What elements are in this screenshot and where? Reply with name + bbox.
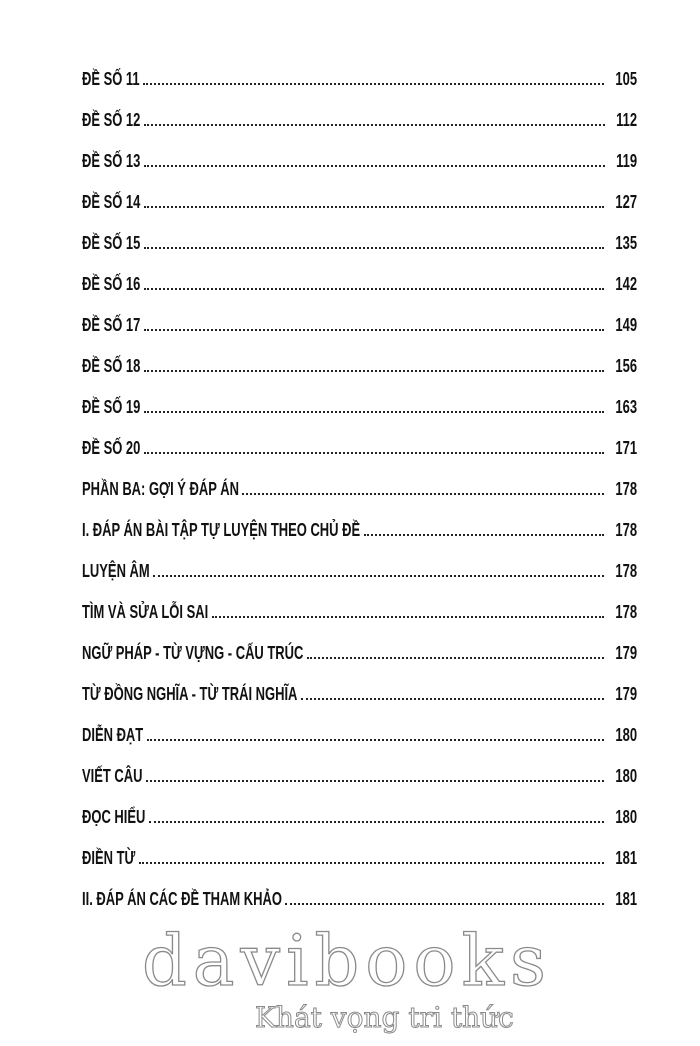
watermark-slogan: Khát vọng tri thức (255, 1001, 515, 1034)
toc-entry: I. ĐÁP ÁN BÀI TẬP TỰ LUYỆN THEO CHỦ ĐỀ 17… (82, 509, 637, 550)
dot-leader (144, 247, 604, 249)
toc-entry-page: 178 (615, 602, 637, 622)
toc-entry-title: II. ĐÁP ÁN CÁC ĐỀ THAM KHẢO (82, 889, 282, 909)
toc-entry: ĐỀ SỐ 19 163 (82, 386, 637, 427)
dot-leader (149, 821, 604, 823)
dot-leader (153, 575, 604, 577)
dot-leader (307, 657, 604, 659)
dot-leader (144, 206, 604, 208)
toc-entry-page: 178 (615, 520, 637, 540)
toc-entry-page: 171 (615, 438, 637, 458)
toc-entry-title: ĐỀ SỐ 17 (82, 315, 141, 335)
dot-leader (212, 616, 604, 618)
toc-entry-title: I. ĐÁP ÁN BÀI TẬP TỰ LUYỆN THEO CHỦ ĐỀ (82, 520, 361, 540)
toc-entry-page: 112 (616, 110, 637, 130)
toc-entry: ĐỀ SỐ 12 112 (82, 99, 637, 140)
toc-entry-page: 180 (615, 725, 637, 745)
toc-entry: ĐỌC HIỂU 180 (82, 796, 637, 837)
toc-entry-page: 127 (615, 192, 637, 212)
toc-entry-page: 181 (615, 889, 637, 909)
toc-entry-page: 119 (616, 151, 637, 171)
toc-entry: ĐỀ SỐ 11 105 (82, 58, 637, 99)
toc-entry-page: 105 (615, 69, 637, 89)
toc-entry: ĐIỀN TỪ 181 (82, 837, 637, 878)
toc-entry-title: VIẾT CÂU (82, 766, 143, 786)
toc-entry-title: ĐỌC HIỂU (82, 807, 146, 827)
toc-entry-title: ĐỀ SỐ 19 (82, 397, 141, 417)
toc-entry-title: ĐIỀN TỪ (82, 848, 136, 868)
toc-entry-title: ĐỀ SỐ 11 (82, 69, 140, 89)
toc-entry-page: 180 (615, 807, 637, 827)
toc-entry: ĐỀ SỐ 14 127 (82, 181, 637, 222)
toc-entry-title: ĐỀ SỐ 18 (82, 356, 141, 376)
dot-leader (144, 288, 604, 290)
toc-entry: LUYỆN ÂM 178 (82, 550, 637, 591)
watermark-logo: davibooks (141, 920, 552, 1002)
toc-entry: ĐỀ SỐ 18 156 (82, 345, 637, 386)
toc-entry-title: TỪ ĐỒNG NGHĨA - TỪ TRÁI NGHĨA (82, 684, 298, 704)
dot-leader (144, 124, 605, 126)
toc-entry-title: LUYỆN ÂM (82, 561, 150, 581)
toc-entry-page: 181 (615, 848, 637, 868)
toc-entry-page: 163 (615, 397, 637, 417)
dot-leader (144, 370, 604, 372)
toc-entry: DIỄN ĐẠT 180 (82, 714, 637, 755)
dot-leader (143, 83, 604, 85)
dot-leader (144, 329, 604, 331)
toc-entry: ĐỀ SỐ 17 149 (82, 304, 637, 345)
toc-entry-page: 179 (615, 684, 637, 704)
toc-entry-title: ĐỀ SỐ 12 (82, 110, 141, 130)
toc-entry: VIẾT CÂU 180 (82, 755, 637, 796)
dot-leader (242, 493, 604, 495)
toc-entry: TỪ ĐỒNG NGHĨA - TỪ TRÁI NGHĨA 179 (82, 673, 637, 714)
toc-entry: ĐỀ SỐ 16 142 (82, 263, 637, 304)
toc-entry: ĐỀ SỐ 20 171 (82, 427, 637, 468)
dot-leader (147, 739, 604, 741)
toc-entry-title: ĐỀ SỐ 20 (82, 438, 141, 458)
dot-leader (285, 903, 604, 905)
dot-leader (139, 862, 604, 864)
toc-entry-title: PHẦN BA: GỢI Ý ĐÁP ÁN (82, 479, 239, 499)
toc-entry: NGỮ PHÁP - TỪ VỰNG - CẤU TRÚC 179 (82, 632, 637, 673)
dot-leader (144, 165, 605, 167)
toc-entry: ĐỀ SỐ 13 119 (82, 140, 637, 181)
toc-entry-page: 180 (615, 766, 637, 786)
dot-leader (301, 698, 604, 700)
toc-entry: ĐỀ SỐ 15 135 (82, 222, 637, 263)
dot-leader (364, 534, 604, 536)
toc-entry-title: NGỮ PHÁP - TỪ VỰNG - CẤU TRÚC (82, 643, 304, 663)
dot-leader (144, 411, 604, 413)
toc-entry-page: 135 (615, 233, 637, 253)
toc-entry-page: 178 (615, 561, 637, 581)
dot-leader (146, 780, 604, 782)
toc-entry-page: 142 (615, 274, 637, 294)
toc-entry: TÌM VÀ SỬA LỖI SAI 178 (82, 591, 637, 632)
toc-entry-page: 179 (615, 643, 637, 663)
toc-entry: II. ĐÁP ÁN CÁC ĐỀ THAM KHẢO 181 (82, 878, 637, 919)
toc-entry-title: DIỄN ĐẠT (82, 725, 144, 745)
toc-entry: PHẦN BA: GỢI Ý ĐÁP ÁN 178 (82, 468, 637, 509)
toc-entry-title: ĐỀ SỐ 13 (82, 151, 141, 171)
toc-entry-page: 156 (615, 356, 637, 376)
toc-entry-title: ĐỀ SỐ 15 (82, 233, 141, 253)
toc-entry-page: 178 (615, 479, 637, 499)
table-of-contents: ĐỀ SỐ 11 105 ĐỀ SỐ 12 112 ĐỀ SỐ 13 119 ĐỀ SỐ 1… (82, 58, 637, 919)
toc-entry-page: 149 (615, 315, 637, 335)
toc-entry-title: TÌM VÀ SỬA LỖI SAI (82, 602, 209, 622)
toc-entry-title: ĐỀ SỐ 16 (82, 274, 141, 294)
toc-entry-title: ĐỀ SỐ 14 (82, 192, 141, 212)
dot-leader (144, 452, 604, 454)
